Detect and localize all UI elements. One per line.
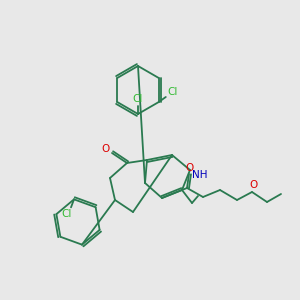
Text: O: O: [250, 180, 258, 190]
Text: O: O: [102, 144, 110, 154]
Text: O: O: [186, 163, 194, 173]
Text: NH: NH: [192, 170, 208, 180]
Text: Cl: Cl: [62, 209, 72, 219]
Text: Cl: Cl: [168, 87, 178, 97]
Text: Cl: Cl: [133, 94, 143, 104]
